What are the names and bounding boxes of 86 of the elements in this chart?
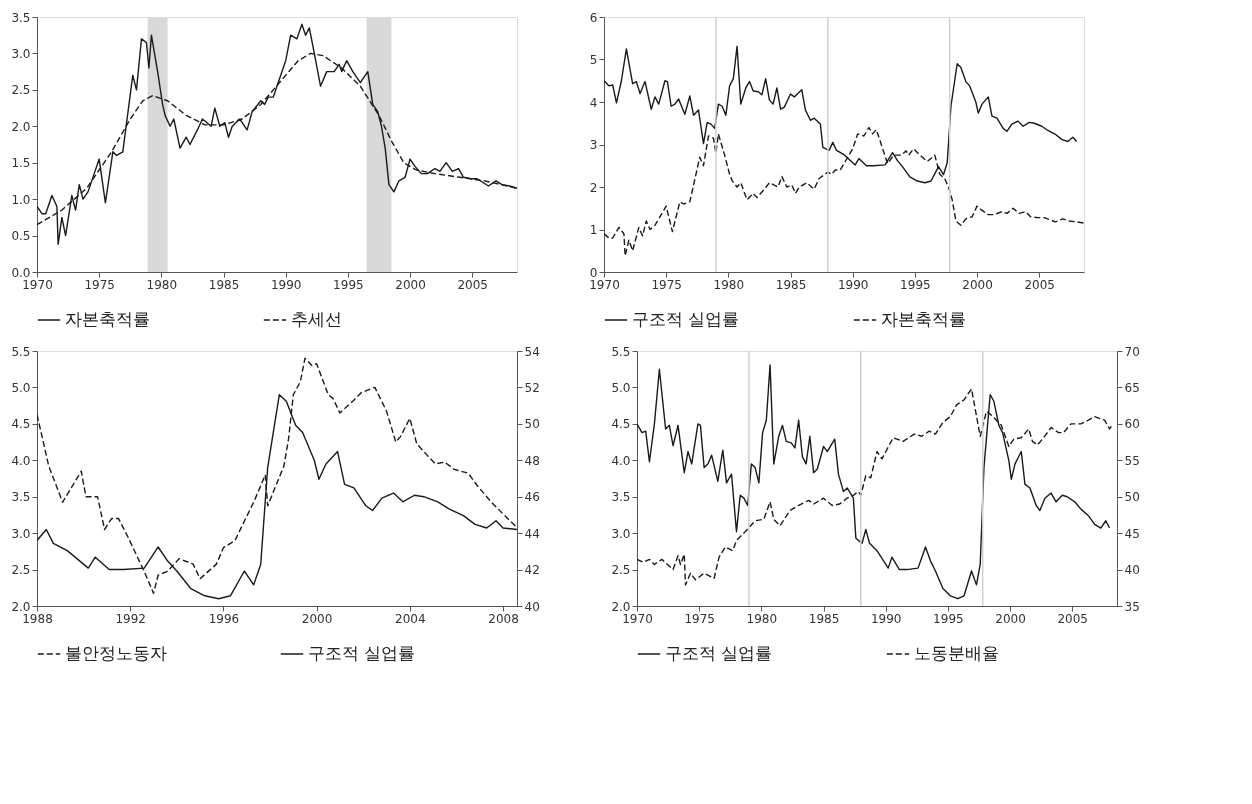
x-tick-label: 1985 — [775, 277, 807, 292]
x-tick-label: 1985 — [808, 611, 840, 626]
y-tick-label: 4.0 — [611, 453, 631, 468]
x-tick-label: 2008 — [488, 611, 519, 626]
y2-tick-label: 52 — [524, 380, 540, 395]
y-tick-label: 0.5 — [11, 229, 31, 244]
x-tick-label: 1995 — [933, 611, 964, 626]
x-tick-label: 2004 — [395, 611, 426, 626]
y2-tick-label: 55 — [1124, 453, 1140, 468]
x-tick-label: 1970 — [589, 277, 620, 292]
y-tick-label: 4.5 — [11, 417, 31, 432]
y2-tick-label: 45 — [1124, 526, 1140, 541]
legend-label: 자본축적률 — [881, 309, 966, 329]
x-tick-label: 1990 — [837, 277, 869, 292]
x-tick-label: 2005 — [1057, 611, 1089, 626]
y-tick-label: 4.0 — [11, 453, 31, 468]
y-tick-label: 5.0 — [11, 380, 31, 395]
line-series — [637, 364, 1111, 600]
y2-tick-label: 46 — [524, 490, 540, 505]
y-tick-label: 3.0 — [11, 526, 31, 541]
legend-label: 추세선 — [291, 309, 342, 329]
x-tick-label: 1980 — [746, 611, 778, 626]
legend-label: 불안정노동자 — [65, 643, 167, 663]
y2-tick-label: 50 — [1124, 490, 1140, 505]
x-tick-label: 1996 — [208, 611, 240, 626]
y2-tick-label: 50 — [524, 417, 540, 432]
y-tick-label: 2.5 — [11, 83, 31, 98]
x-tick-label: 2005 — [457, 277, 489, 292]
x-tick-label: 1980 — [713, 277, 745, 292]
y-tick-label: 0.0 — [11, 265, 31, 280]
y-tick-label: 0 — [589, 265, 598, 280]
x-tick-label: 1980 — [146, 277, 178, 292]
x-tick-label: 1990 — [870, 611, 902, 626]
y-tick-label: 3.5 — [11, 10, 31, 25]
x-tick-label: 2000 — [962, 277, 993, 292]
x-tick-label: 1995 — [900, 277, 931, 292]
x-tick-label: 1975 — [684, 611, 715, 626]
x-tick-label: 1970 — [622, 611, 653, 626]
y2-tick-label: 54 — [524, 344, 540, 359]
y-tick-label: 3.0 — [611, 526, 631, 541]
x-tick-label: 1985 — [208, 277, 240, 292]
x-tick-label: 1975 — [651, 277, 682, 292]
x-tick-label: 1995 — [333, 277, 364, 292]
x-tick-label: 1975 — [84, 277, 115, 292]
x-tick-label: 2000 — [301, 611, 333, 626]
y2-tick-label: 42 — [524, 563, 540, 578]
y-tick-label: 1.0 — [11, 192, 31, 207]
legend-label: 노동분배율 — [914, 643, 999, 663]
y2-tick-label: 44 — [524, 526, 540, 541]
y-tick-label: 4.5 — [611, 417, 631, 432]
x-tick-label: 1992 — [115, 611, 146, 626]
y-tick-label: 6 — [589, 10, 598, 25]
y2-tick-label: 40 — [1124, 563, 1140, 578]
y-tick-label: 2.5 — [11, 563, 31, 578]
y-tick-label: 2.0 — [11, 119, 31, 134]
y2-tick-label: 65 — [1124, 380, 1140, 395]
x-tick-label: 1990 — [270, 277, 302, 292]
y-tick-label: 4 — [589, 95, 598, 110]
y-tick-label: 1.5 — [11, 156, 31, 171]
y-tick-label: 5 — [589, 53, 598, 67]
y-tick-label: 3.5 — [611, 490, 631, 505]
y-tick-label: 1 — [589, 223, 598, 237]
y-tick-label: 2.0 — [11, 599, 31, 614]
y2-tick-label: 35 — [1124, 599, 1140, 614]
y-tick-label: 2.5 — [611, 563, 631, 578]
legend-label: 구조적 실업률 — [665, 643, 773, 663]
y-tick-label: 3.0 — [11, 46, 31, 61]
legend-label: 자본축적률 — [65, 309, 150, 329]
y2-tick-label: 48 — [524, 453, 540, 468]
y-tick-label: 5.5 — [11, 344, 31, 359]
x-tick-label: 2005 — [1024, 277, 1056, 292]
y-tick-label: 2 — [589, 180, 598, 195]
x-tick-label: 2000 — [395, 277, 426, 292]
y-tick-label: 5.5 — [611, 344, 631, 359]
y-tick-label: 2.0 — [611, 599, 631, 614]
y-tick-label: 3.5 — [11, 490, 31, 505]
y2-tick-label: 70 — [1124, 344, 1140, 359]
x-tick-label: 2000 — [995, 611, 1026, 626]
y-tick-label: 5.0 — [611, 380, 631, 395]
x-tick-label: 1970 — [22, 277, 53, 292]
y-tick-label: 3 — [589, 138, 598, 152]
legend-label: 구조적 실업률 — [308, 643, 416, 663]
x-tick-label: 1988 — [22, 611, 53, 626]
y2-tick-label: 60 — [1124, 417, 1140, 432]
legend-label: 구조적 실업률 — [632, 309, 740, 329]
y2-tick-label: 40 — [524, 599, 540, 614]
